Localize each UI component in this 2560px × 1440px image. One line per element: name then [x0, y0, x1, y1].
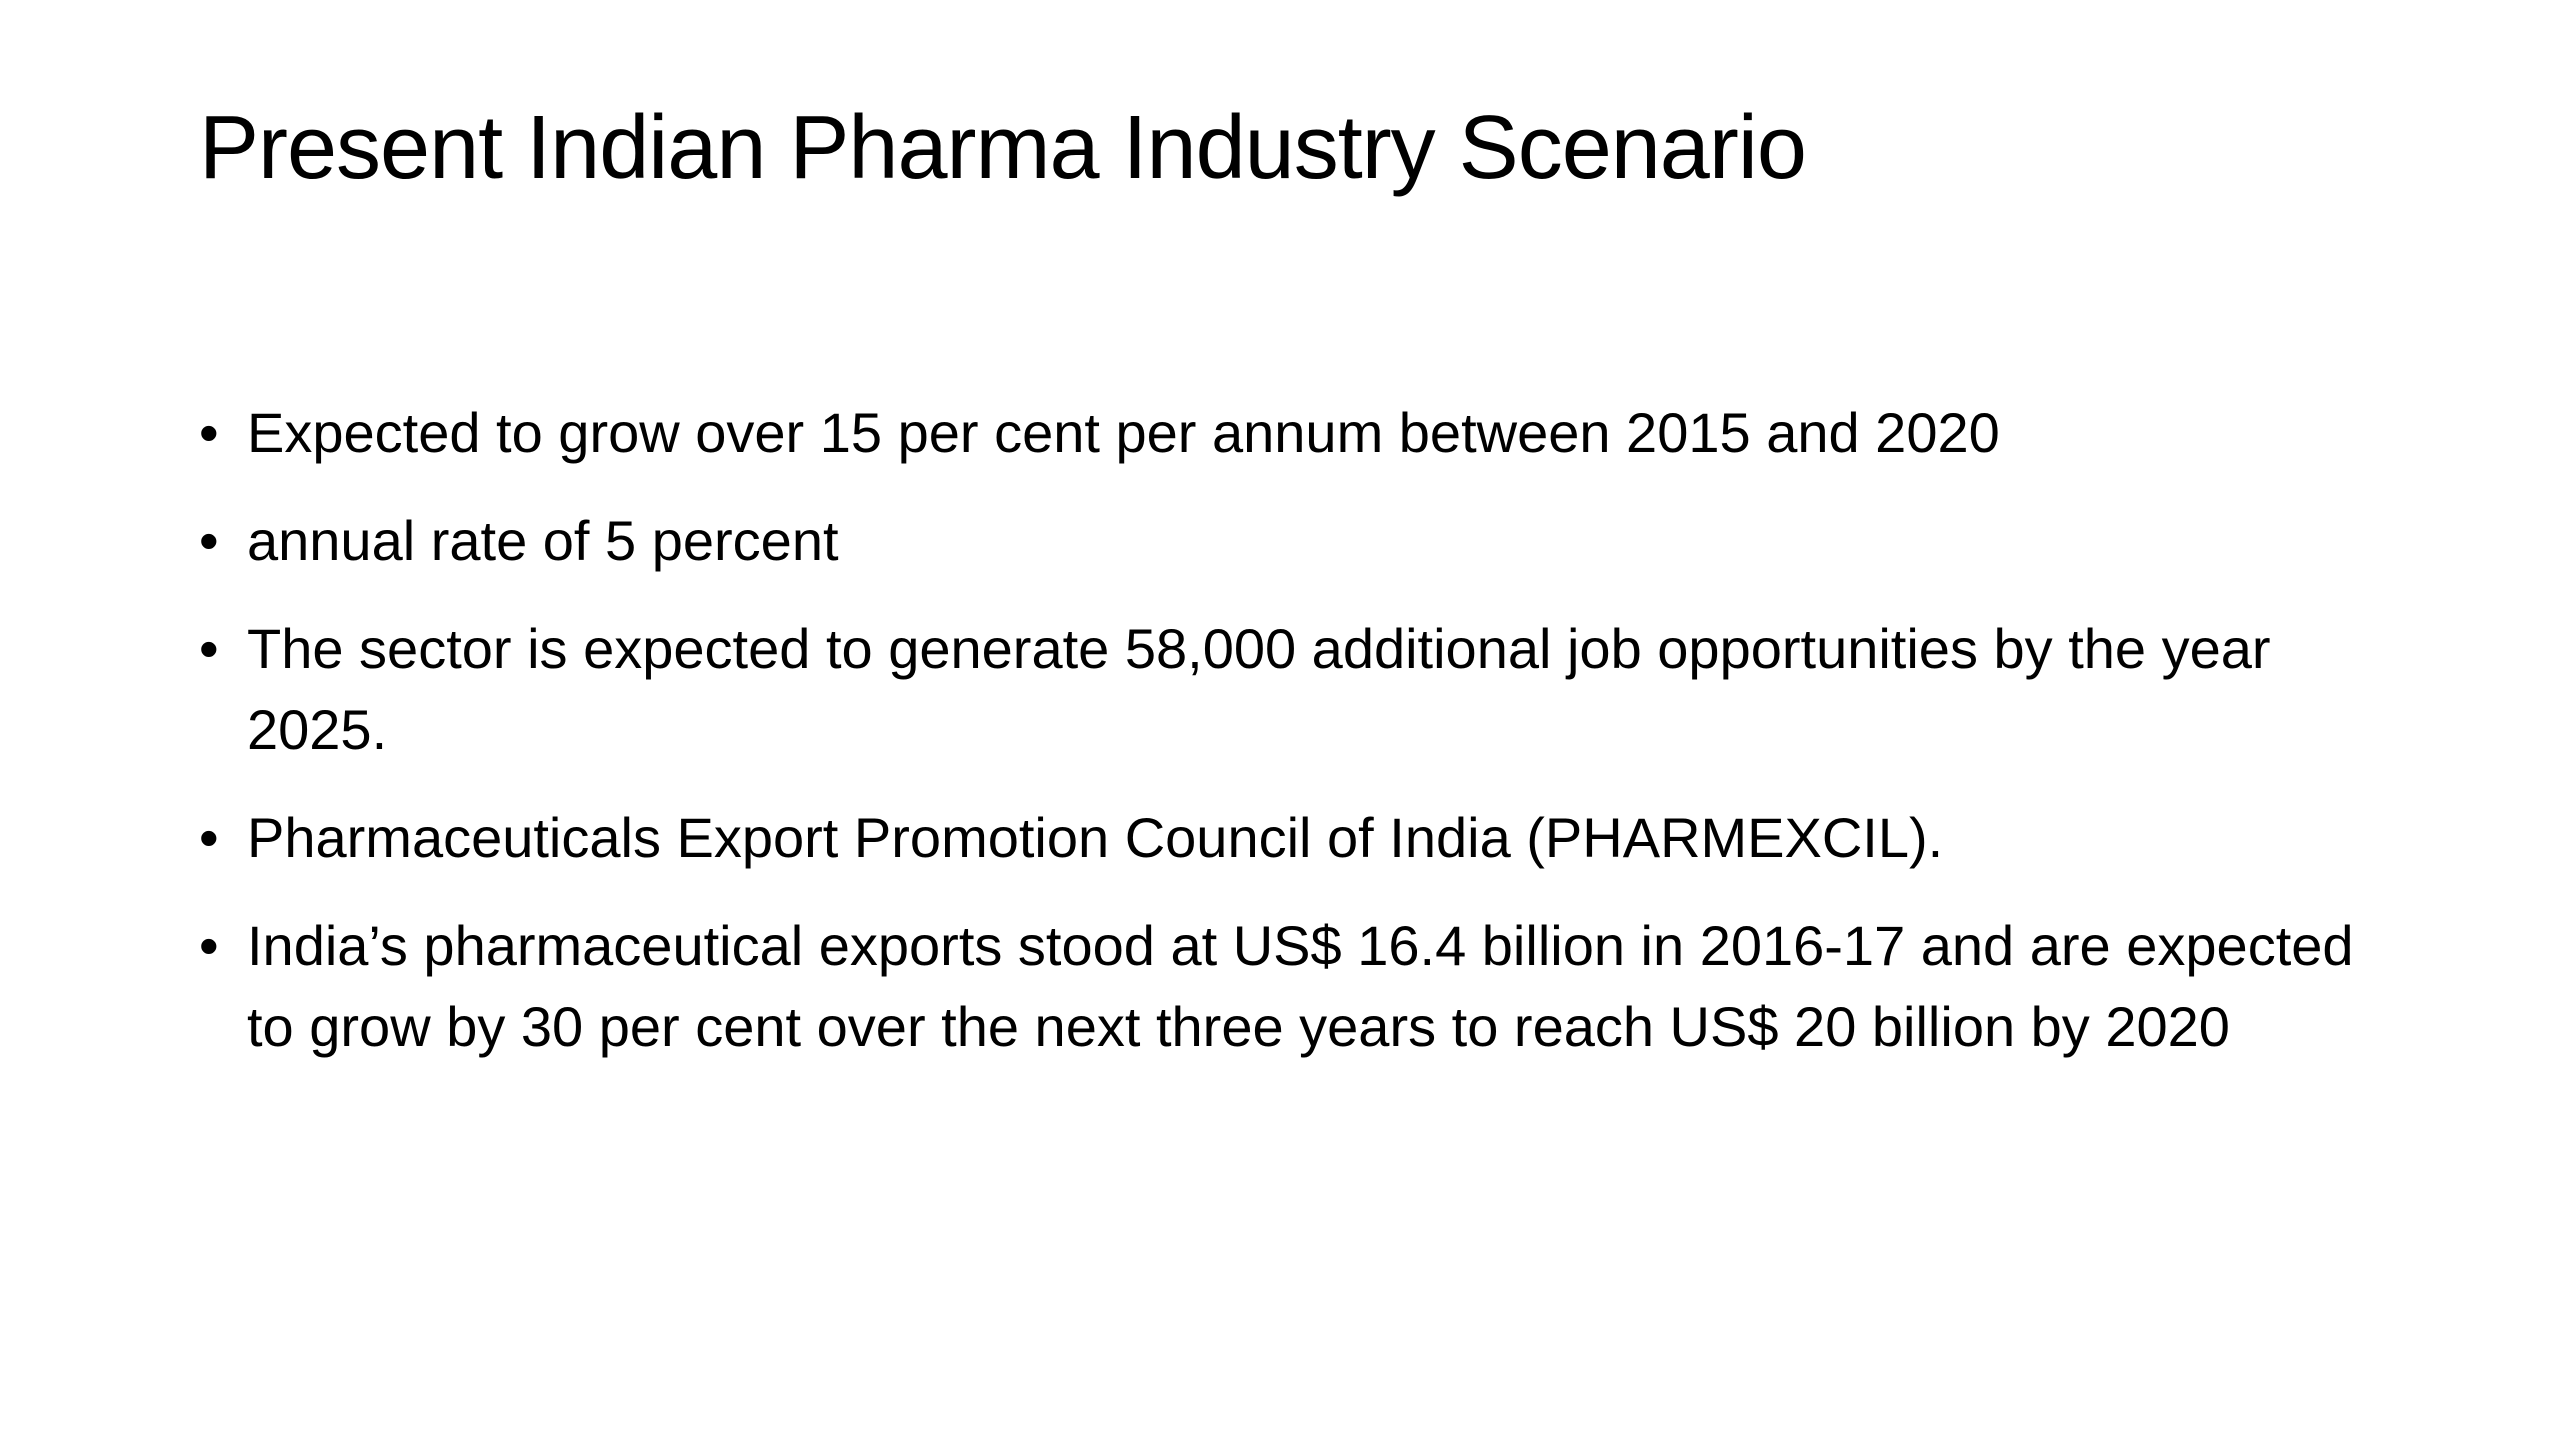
bullet-item: annual rate of 5 percent [199, 500, 2379, 581]
slide-title: Present Indian Pharma Industry Scenario [199, 98, 1807, 198]
bullet-item: Expected to grow over 15 per cent per an… [199, 392, 2379, 473]
bullet-item: India’s pharmaceutical exports stood at … [199, 905, 2379, 1067]
bullet-list: Expected to grow over 15 per cent per an… [199, 392, 2379, 1094]
bullet-item: The sector is expected to generate 58,00… [199, 608, 2379, 770]
bullet-item: Pharmaceuticals Export Promotion Council… [199, 797, 2379, 878]
